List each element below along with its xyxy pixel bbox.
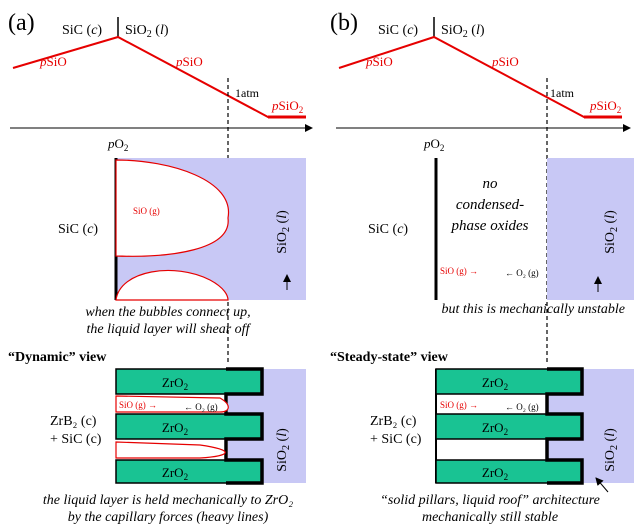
panel-b-caption2-line2: mechanically still stable xyxy=(422,510,558,525)
panel-b-capillary-lines xyxy=(545,367,584,485)
panel-b-sio2-label: SiO2 (l) xyxy=(441,23,485,40)
panel-a-psio-curve xyxy=(12,35,305,118)
panel-a-zro2-bot xyxy=(115,459,263,484)
panel-a-sio2-label: SiO2 (l) xyxy=(125,23,169,40)
panel-a-roof-sio2: SiO2 (l) xyxy=(275,428,292,472)
panel-a-psio2: pSiO2 xyxy=(271,98,303,115)
panel-b-psio-curve xyxy=(338,35,620,118)
panel-b-psio-right: pSiO xyxy=(491,54,519,69)
panel-b-region-text-3: phase oxides xyxy=(450,218,528,234)
panel-a-plus-sic: + SiC (c) xyxy=(50,432,102,447)
panel-a-channel-bubble-2 xyxy=(115,441,226,459)
panel-b: (b) SiC (c) SiO2 (l) pSiO pSiO pSiO2 1at… xyxy=(330,10,634,525)
panel-a-channel-bubble-1 xyxy=(115,395,229,413)
panel-a-bubble-label: SiO (g) xyxy=(133,206,160,216)
panel-a-caption-line1: when the bubbles connect up, xyxy=(85,305,250,320)
panel-b-sio-arrow: SiO (g) → xyxy=(440,266,478,276)
panel-b-sio-arrow-2: SiO (g) → xyxy=(440,400,478,410)
panel-a: (a) SiC (c) SiO2 (l) pSiO pSiO pSiO2 1at… xyxy=(8,10,313,525)
panel-b-zro2-bot xyxy=(435,459,583,484)
panel-a-zrb2: ZrB₂ (c) xyxy=(50,414,97,429)
panel-b-zrb2: ZrB₂ (c) xyxy=(370,414,417,429)
panel-b-region-sio2: SiO2 (l) xyxy=(603,210,620,254)
panel-b-1atm: 1atm xyxy=(550,86,575,100)
panel-a-label: (a) xyxy=(8,10,35,36)
panel-a-sic-label: SiC (c) xyxy=(62,23,102,38)
panel-b-plus-sic: + SiC (c) xyxy=(370,432,422,447)
panel-b-sio2-region xyxy=(547,158,634,300)
panel-a-view-title: “Dynamic” view xyxy=(8,350,107,365)
panel-a-psio-right: pSiO xyxy=(175,54,203,69)
panel-b-po2-label: pO2 xyxy=(423,136,444,153)
panel-a-zro2-bot-label: ZrO2 xyxy=(162,465,188,482)
panel-b-zro2-top xyxy=(435,368,583,395)
panel-a-zro2-mid-label: ZrO2 xyxy=(162,420,188,437)
panel-b-caption2-line1: “solid pillars, liquid roof” architectur… xyxy=(380,493,600,508)
panel-a-1atm: 1atm xyxy=(235,86,260,100)
panel-b-zro2-mid xyxy=(435,413,583,440)
panel-b-region-text-2: condensed- xyxy=(456,197,524,213)
panel-b-region-sic: SiC (c) xyxy=(368,222,408,237)
panel-b-caption-line1: but this is mechanically unstable xyxy=(441,302,625,317)
panel-b-roof-pointer-arrow xyxy=(595,477,609,493)
panel-b-o2-arrow: ← O₂ (g) xyxy=(505,268,539,278)
panel-a-psio-left: pSiO xyxy=(39,54,67,69)
panel-b-region-text-1: no xyxy=(483,176,499,192)
panel-a-po2-label: pO2 xyxy=(107,136,128,153)
panel-b-o2-arrow-2: ← O₂ (g) xyxy=(505,402,539,412)
panel-b-sic-label: SiC (c) xyxy=(378,23,418,38)
panel-a-region-sio2: SiO2 (l) xyxy=(275,210,292,254)
panel-b-label: (b) xyxy=(330,10,358,36)
panel-b-psio2: pSiO2 xyxy=(589,98,621,115)
panel-a-bubble-small xyxy=(115,269,229,301)
panel-a-caption2-line2: by the capillary forces (heavy lines) xyxy=(68,510,269,525)
panel-b-zro2-bot-label: ZrO2 xyxy=(482,465,508,482)
panel-b-view-title: “Steady-state” view xyxy=(330,350,449,365)
panel-a-caption-line2: the liquid layer will shear off xyxy=(87,322,252,337)
panel-a-o2-arrow: ← O₂ (g) xyxy=(184,402,218,412)
panel-a-capillary-lines xyxy=(224,367,264,485)
panel-a-sio-arrow: SiO (g) → xyxy=(119,400,157,410)
panel-a-zro2-mid xyxy=(115,413,263,440)
panel-a-zro2-top-label: ZrO2 xyxy=(162,375,188,392)
panel-b-roof-sio2: SiO2 (l) xyxy=(603,428,620,472)
panel-a-zro2-top xyxy=(115,368,263,395)
panel-a-region-sic: SiC (c) xyxy=(58,222,98,237)
panel-a-bubble-large xyxy=(115,159,229,257)
panel-b-psio-left: pSiO xyxy=(365,54,393,69)
panel-b-zro2-mid-label: ZrO2 xyxy=(482,420,508,437)
panel-a-caption2-line1: the liquid layer is held mechanically to… xyxy=(43,493,293,508)
panel-b-zro2-top-label: ZrO2 xyxy=(482,375,508,392)
